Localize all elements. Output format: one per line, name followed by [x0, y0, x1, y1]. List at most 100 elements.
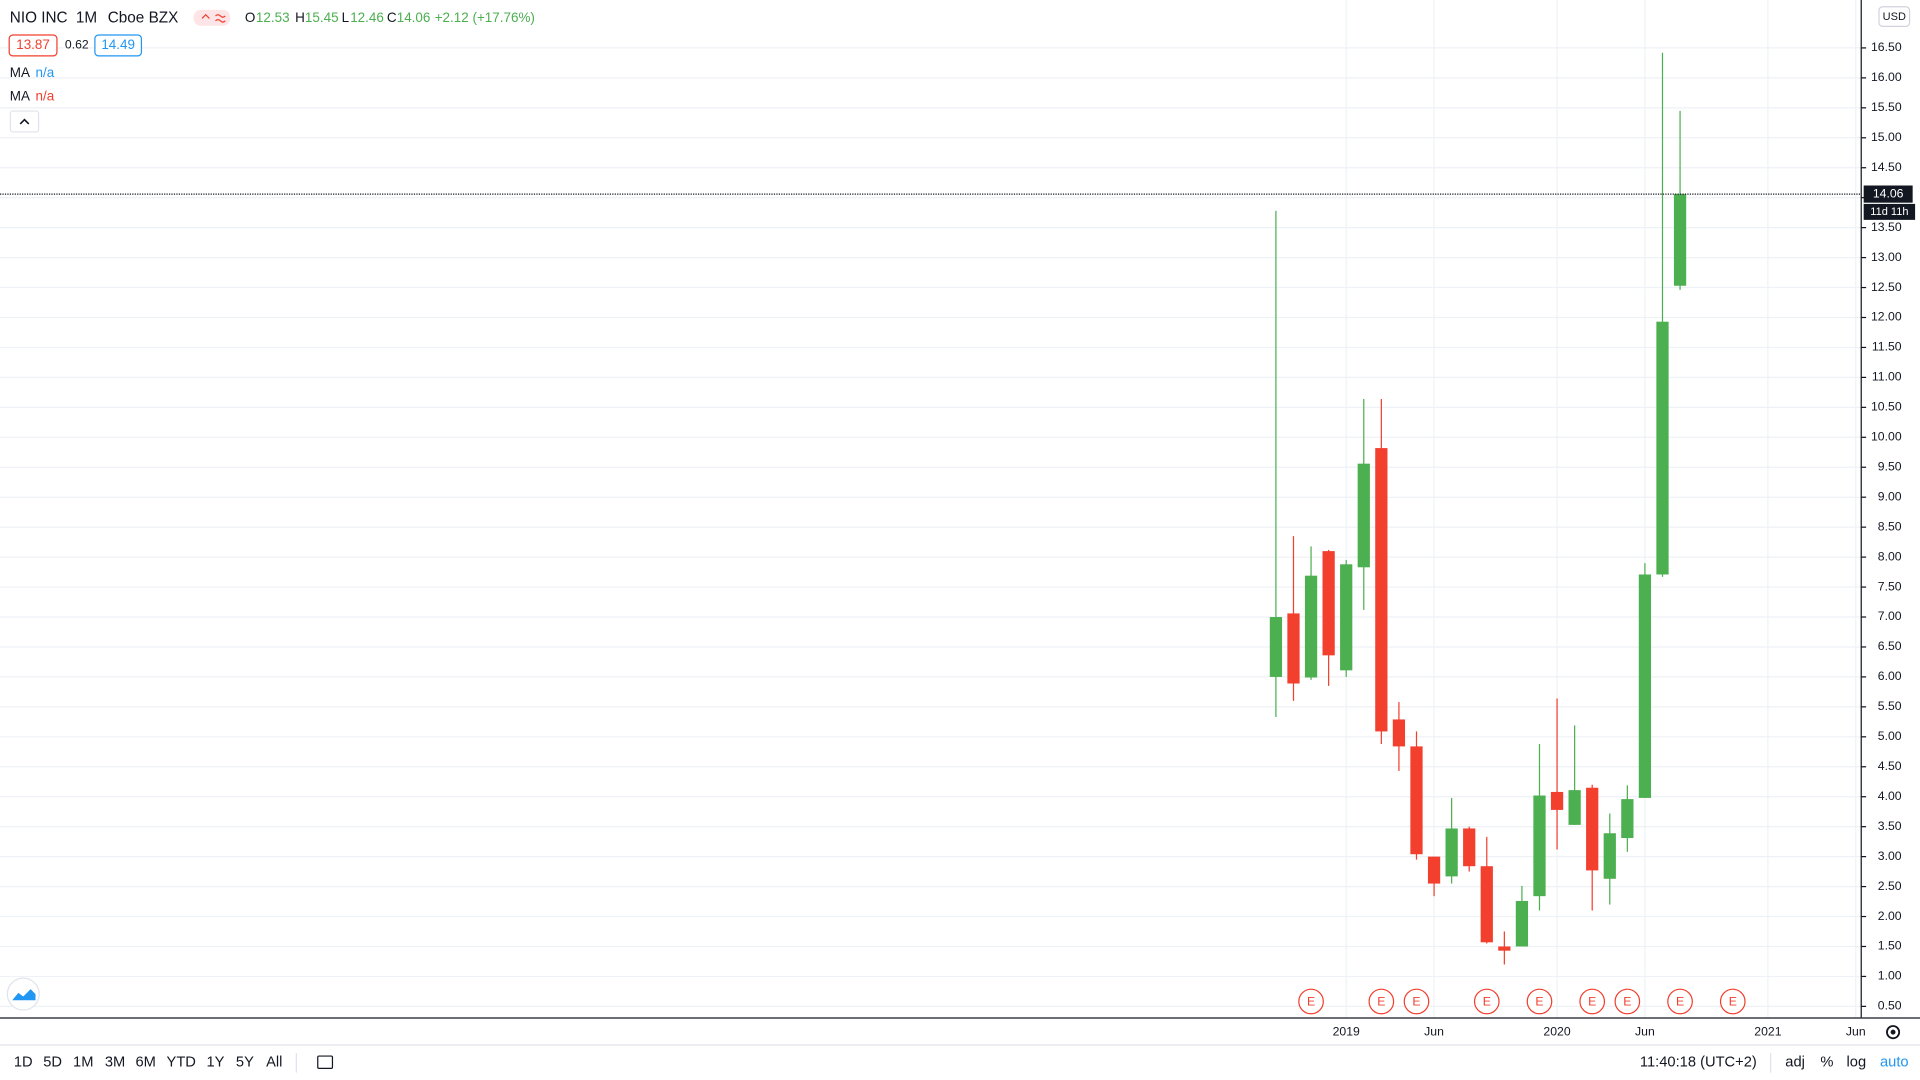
earnings-marker[interactable] [1298, 988, 1324, 1015]
y-tick-label: 5.50 [1878, 699, 1902, 713]
toolbar: 1D 5D 1M 3M 6M YTD 1Y 5Y All adj% log auto [14, 1055, 1909, 1071]
earnings-marker[interactable] [1614, 988, 1641, 1015]
y-tick-label: 4.50 [1878, 759, 1902, 773]
chevron-icon [19, 118, 30, 125]
low-value: 12.46 [350, 10, 384, 25]
timeframe-button[interactable]: 1D [14, 1055, 33, 1071]
candle-body [1550, 791, 1564, 810]
candle-body [1568, 790, 1581, 825]
x-tick-label: Jun [1635, 1024, 1655, 1038]
earnings-label: E [1307, 994, 1315, 1008]
candle-body [1498, 946, 1511, 951]
y-tick-label: 15.00 [1871, 130, 1902, 144]
earnings-marker[interactable] [1403, 988, 1430, 1015]
earnings-label: E [1623, 994, 1631, 1008]
y-tick-label: 10.50 [1871, 400, 1902, 414]
low-label: L [342, 10, 350, 25]
axis-labels: 0.50 1.00 1.50 2.00 2.50 3.00 3.50 4.00 4.50 5.00… [1333, 40, 1916, 1038]
last-price-box [1863, 185, 1913, 203]
countdown-box [1863, 203, 1916, 220]
status-badge[interactable] [193, 9, 231, 26]
symbol: NIO INC [10, 9, 68, 26]
close-value: 14.06 [397, 10, 431, 25]
bid-box[interactable] [8, 34, 58, 57]
y-tick-label: 10.00 [1871, 430, 1902, 444]
y-tick-label: 9.00 [1878, 489, 1902, 503]
y-tick-label: 11.50 [1872, 340, 1902, 354]
open-label: O [245, 10, 255, 25]
indicator-name: MA [10, 65, 30, 80]
candle-body [1533, 795, 1546, 897]
candle-body [1287, 613, 1300, 684]
spread: 0.62 [65, 38, 89, 52]
indicator-value: n/a [36, 65, 55, 80]
y-tick-label: 3.50 [1878, 819, 1902, 833]
change: +2.12 (+17.76%) [435, 10, 535, 25]
timeframe-button[interactable]: 5Y [236, 1055, 254, 1071]
collapse-button[interactable] [9, 110, 40, 133]
candle-body [1322, 551, 1335, 656]
date-range-button[interactable] [317, 1055, 334, 1069]
timeframe-button[interactable]: All [266, 1055, 282, 1071]
y-tick-label: 7.50 [1878, 579, 1902, 593]
candle-body [1656, 321, 1669, 575]
earnings-marker[interactable] [1526, 988, 1553, 1015]
x-tick-label: 2020 [1543, 1024, 1570, 1038]
earnings-marker[interactable] [1368, 988, 1395, 1015]
timeframe-button[interactable]: 1M [73, 1055, 93, 1071]
earnings-marker[interactable] [1667, 988, 1693, 1015]
candle-body [1621, 799, 1634, 839]
y-tick-label: 4.00 [1878, 789, 1902, 803]
currency-box[interactable] [1878, 6, 1911, 27]
y-tick-label: 16.50 [1871, 40, 1902, 54]
y-tick-label: 5.00 [1878, 729, 1902, 743]
candle-body [1427, 856, 1441, 884]
y-tick-label: 0.50 [1878, 999, 1902, 1013]
scale-option[interactable]: log [1847, 1055, 1867, 1071]
clock: 11:40:18 (UTC+2) [1640, 1055, 1757, 1071]
candle-body [1673, 194, 1687, 286]
x-tick-label: Jun [1424, 1024, 1444, 1038]
scale-option[interactable]: auto [1880, 1055, 1909, 1071]
bid: 13.87 [16, 37, 50, 52]
candle-body [1480, 866, 1493, 943]
settings-button[interactable] [1886, 1025, 1901, 1040]
scale-option[interactable]: adj [1785, 1055, 1805, 1071]
grid [0, 0, 1862, 1018]
candle-body [1375, 448, 1388, 732]
candle-body [1445, 828, 1458, 877]
timeframe-button[interactable]: 5D [43, 1055, 62, 1071]
ask-box[interactable] [94, 34, 143, 57]
y-tick-label: 8.00 [1878, 549, 1902, 563]
x-tick-label: 2021 [1754, 1024, 1781, 1038]
y-tick-label: 1.00 [1878, 969, 1902, 983]
y-tick-label: 11.00 [1872, 370, 1902, 384]
open-value: 12.53 [256, 10, 290, 25]
status-icon [201, 13, 226, 23]
timeframe-button[interactable]: 6M [136, 1055, 156, 1071]
y-tick-label: 12.00 [1871, 310, 1902, 324]
earnings-marker[interactable] [1579, 988, 1606, 1015]
high-label: H [295, 10, 305, 25]
earnings-marker[interactable] [1719, 988, 1746, 1015]
y-tick-label: 13.50 [1871, 220, 1902, 234]
timeframe-button[interactable]: 1Y [207, 1055, 225, 1071]
candle-body [1269, 617, 1283, 677]
y-tick-label: 2.50 [1878, 879, 1902, 893]
exchange: Cboe BZX [108, 9, 179, 26]
scale-option[interactable]: % [1820, 1055, 1833, 1071]
candle-body [1340, 564, 1353, 671]
y-tick-label: 1.50 [1878, 939, 1902, 953]
y-tick-label: 14.50 [1871, 160, 1902, 174]
candle-body [1515, 900, 1529, 947]
logo[interactable] [6, 977, 40, 1011]
y-tick-label: 9.50 [1878, 459, 1902, 473]
timeframe-button[interactable]: 3M [105, 1055, 125, 1071]
currency: USD [1883, 11, 1906, 23]
candle-body [1410, 746, 1423, 855]
earnings-marker[interactable] [1473, 988, 1500, 1015]
timeframe-button[interactable]: YTD [167, 1055, 196, 1071]
y-tick-label: 6.00 [1878, 669, 1902, 683]
